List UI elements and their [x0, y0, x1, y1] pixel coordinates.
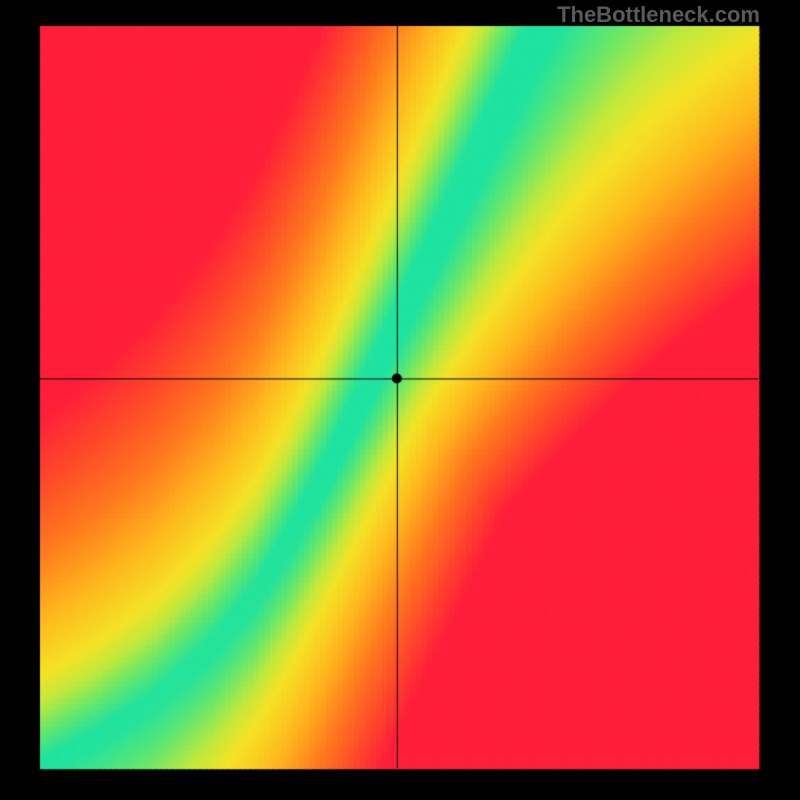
watermark-text: TheBottleneck.com	[557, 2, 760, 28]
chart-container: TheBottleneck.com	[0, 0, 800, 800]
bottleneck-heatmap	[0, 0, 800, 800]
